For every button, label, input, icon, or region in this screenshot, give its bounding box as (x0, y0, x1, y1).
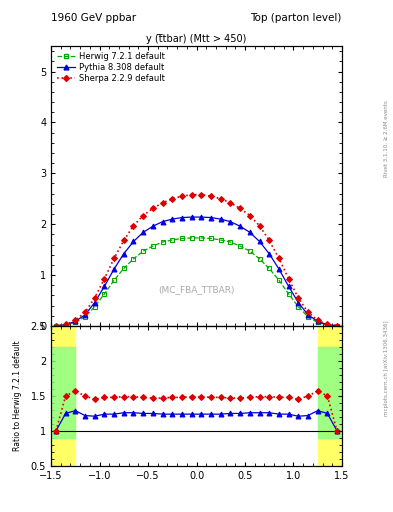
Bar (51, 347, 75, 438)
Bar (318, 326, 342, 466)
Text: Top (parton level): Top (parton level) (250, 13, 342, 23)
Y-axis label: Ratio to Herwig 7.2.1 default: Ratio to Herwig 7.2.1 default (13, 340, 22, 451)
Text: mcplots.cern.ch [arXiv:1306.3436]: mcplots.cern.ch [arXiv:1306.3436] (384, 321, 389, 416)
Title: y (t̅tbar) (Mtt > 450): y (t̅tbar) (Mtt > 450) (146, 34, 247, 44)
Legend: Herwig 7.2.1 default, Pythia 8.308 default, Sherpa 2.2.9 default: Herwig 7.2.1 default, Pythia 8.308 defau… (55, 50, 167, 85)
Text: Rivet 3.1.10, ≥ 2.6M events: Rivet 3.1.10, ≥ 2.6M events (384, 100, 389, 177)
Bar (318, 347, 342, 438)
Text: (MC_FBA_TTBAR): (MC_FBA_TTBAR) (158, 285, 235, 294)
Bar (51, 326, 75, 466)
Text: 1960 GeV ppbar: 1960 GeV ppbar (51, 13, 136, 23)
